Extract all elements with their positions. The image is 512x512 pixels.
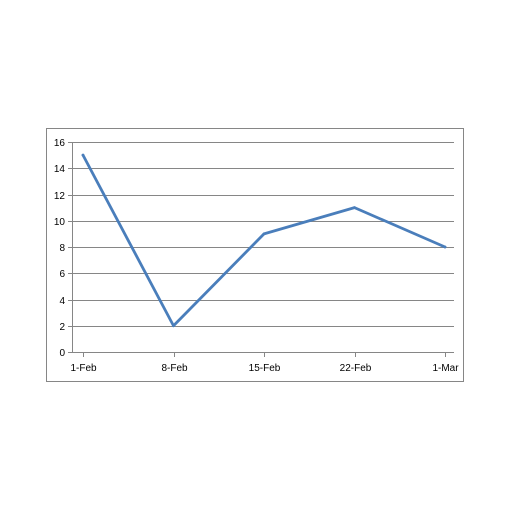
y-tick-label: 16 (54, 138, 66, 149)
y-tick-label: 4 (59, 296, 65, 307)
data-point (443, 245, 447, 249)
y-tick-label: 2 (59, 322, 65, 333)
data-point (353, 206, 356, 210)
y-axis-tick-labels: 0 2 4 6 8 10 12 14 16 (54, 138, 66, 359)
y-tick-label: 8 (59, 243, 65, 254)
x-tick-label: 1-Mar (432, 363, 459, 374)
data-point (262, 232, 266, 236)
y-tick-label: 6 (59, 269, 65, 280)
x-tick-label: 22-Feb (340, 363, 372, 374)
x-axis-tick-labels: 1-Feb 8-Feb 15-Feb 22-Feb 1-Mar (70, 363, 459, 374)
x-tick-label: 8-Feb (161, 363, 188, 374)
y-tick-label: 0 (59, 348, 65, 359)
series-layer (81, 153, 447, 328)
x-tick-label: 1-Feb (70, 363, 97, 374)
axes (68, 142, 454, 357)
data-point (81, 153, 85, 157)
chart-area (46, 128, 464, 382)
data-point (172, 324, 175, 328)
y-tick-label: 12 (54, 191, 66, 202)
y-tick-label: 14 (54, 164, 66, 175)
x-tick-label: 15-Feb (249, 363, 281, 374)
y-tick-label: 10 (54, 217, 66, 228)
gridlines (72, 142, 454, 327)
